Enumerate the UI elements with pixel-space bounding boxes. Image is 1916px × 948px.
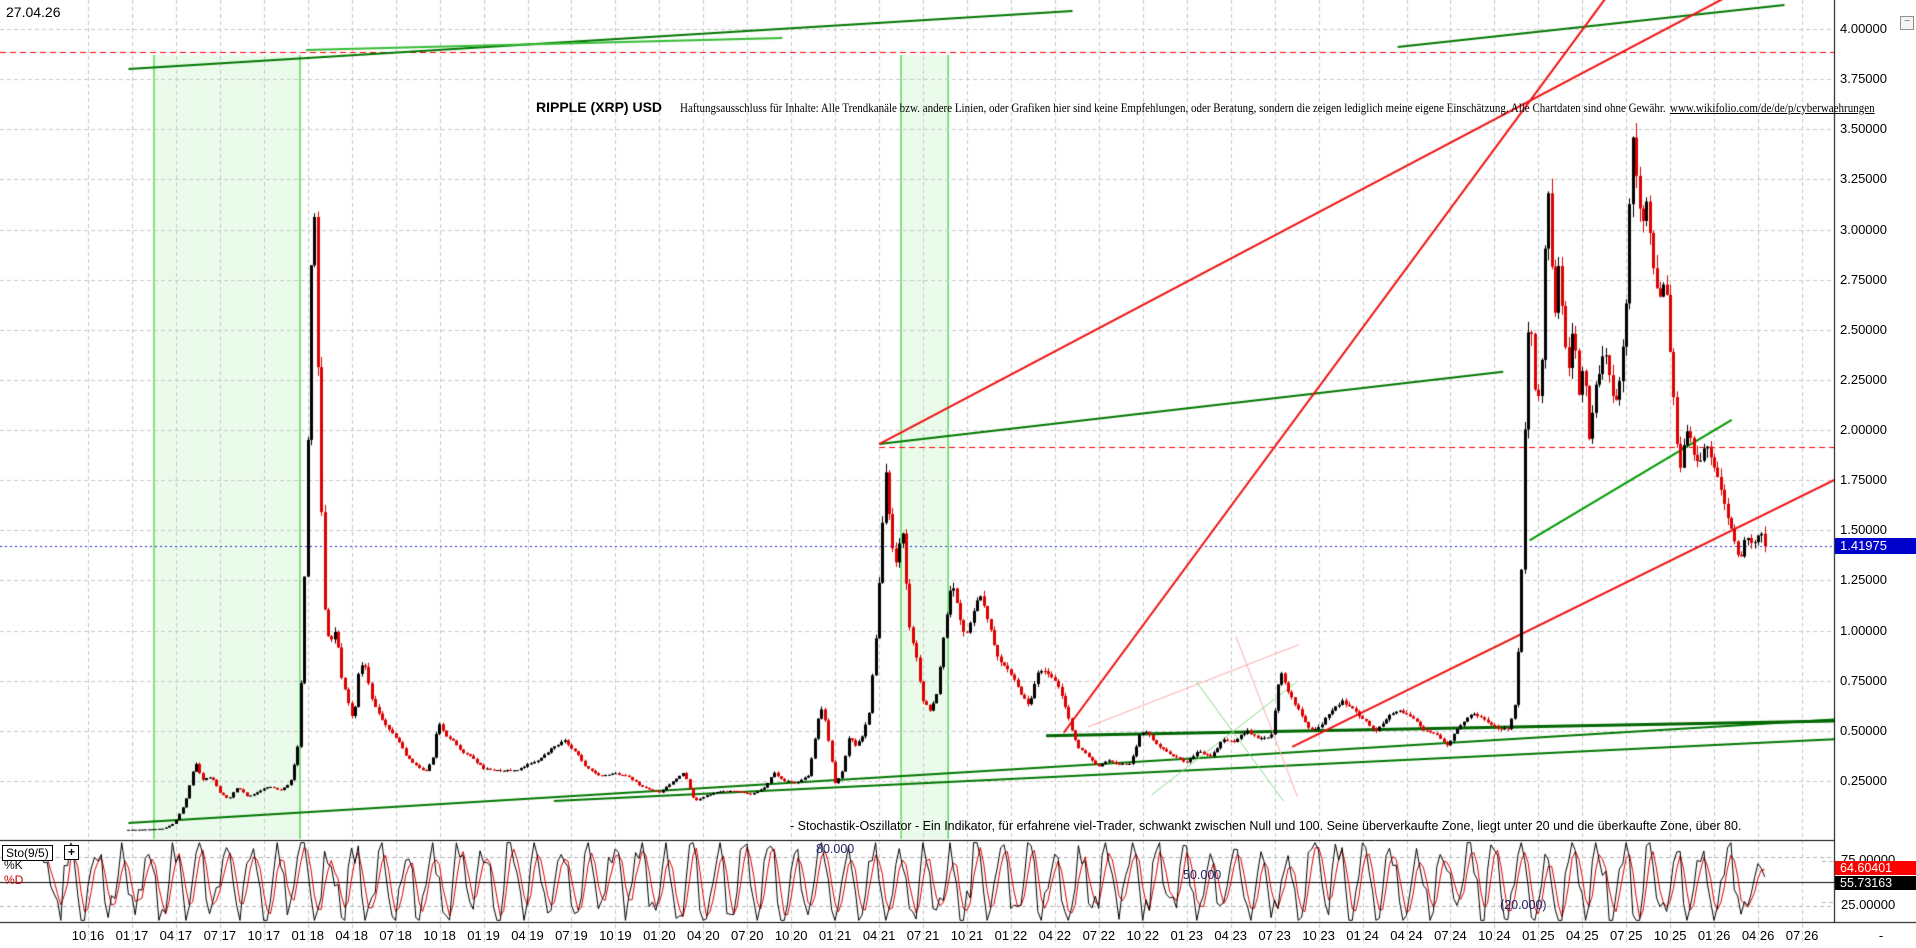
percent-k-label: %K <box>4 858 23 872</box>
price-axis-label: 0.50000 <box>1840 722 1887 738</box>
time-axis-label: 01 18 <box>291 928 325 943</box>
time-axis-label: 07 26 <box>1785 928 1819 943</box>
time-axis-label: 04 25 <box>1566 928 1599 943</box>
time-axis-label: 07 18 <box>379 928 412 943</box>
time-axis-label: 10 20 <box>774 928 808 943</box>
time-axis-label: 07 22 <box>1082 928 1116 943</box>
time-axis-label: 07 25 <box>1609 928 1643 943</box>
time-axis-label: 10 21 <box>950 928 984 943</box>
price-axis-label: 0.75000 <box>1840 672 1887 688</box>
time-axis-label: 10 17 <box>247 928 281 943</box>
percent-d-value-tag: 64.60401 <box>1835 861 1916 875</box>
time-axis-label: 04 21 <box>862 928 896 943</box>
time-axis-label: 01 26 <box>1697 928 1731 943</box>
price-axis-label: 1.50000 <box>1840 522 1887 538</box>
time-axis-label: 10 18 <box>423 928 456 943</box>
time-axis-label: 01 25 <box>1522 928 1555 943</box>
time-axis-label: 01 21 <box>818 928 852 943</box>
price-axis-label: 2.00000 <box>1840 422 1887 437</box>
chart-title: RIPPLE (XRP) USD <box>536 99 663 115</box>
time-axis-label: 01 20 <box>643 928 676 943</box>
price-axis-label: 2.50000 <box>1840 321 1887 337</box>
time-axis-label: 07 20 <box>730 928 764 943</box>
time-axis-label: 01 19 <box>467 928 500 943</box>
price-axis-label: 2.25000 <box>1840 371 1887 387</box>
price-axis-label: 3.00000 <box>1840 221 1887 237</box>
time-axis-label: 07 21 <box>906 928 940 943</box>
time-axis-label: 04 23 <box>1214 928 1247 943</box>
time-axis-label: 10 22 <box>1126 928 1160 943</box>
time-axis-label: 01 23 <box>1170 928 1204 943</box>
time-axis-label: 01 17 <box>115 928 149 943</box>
time-axis-label: 04 26 <box>1741 928 1775 943</box>
disclaimer-text: Haftungsausschluss für Inhalte: Alle Tre… <box>680 101 1666 115</box>
disclaimer-link[interactable]: www.wikifolio.com/de/de/p/cyberwaehrunge… <box>1670 101 1875 115</box>
add-indicator-icon[interactable]: + <box>64 845 79 860</box>
middle-level-label: 50.000 <box>1183 868 1222 882</box>
time-axis-label: 07 17 <box>203 928 237 943</box>
chart-date: 27.04.26 <box>6 4 61 20</box>
time-axis-label: 07 24 <box>1434 928 1467 943</box>
time-axis-label: 01 22 <box>994 928 1028 943</box>
time-axis-label: 04 22 <box>1038 928 1072 943</box>
price-axis-label: 3.75000 <box>1840 71 1887 87</box>
disclaimer: Haftungsausschluss für Inhalte: Alle Tre… <box>680 101 1875 116</box>
time-axis-label: 04 18 <box>335 928 368 943</box>
stochastic-description: - Stochastik-Oszillator - Ein Indikator,… <box>790 819 1742 833</box>
current-price-tag: 1.41975 <box>1835 538 1916 554</box>
time-axis-label: 10 24 <box>1478 928 1511 943</box>
time-axis-label: 04 24 <box>1390 928 1423 943</box>
time-axis-label: 01 24 <box>1346 928 1379 943</box>
oversold-level-label: (20.000) <box>1500 898 1547 912</box>
price-axis-label: 0.25000 <box>1840 772 1887 788</box>
time-axis-label: 10 25 <box>1653 928 1687 943</box>
overbought-level-label: 80.000 <box>816 842 855 856</box>
percent-k-value-tag: 55.73163 <box>1835 876 1916 890</box>
time-axis-overflow-label: - <box>1878 928 1884 943</box>
time-axis-label: 07 19 <box>555 928 588 943</box>
price-axis-label: 4.00000 <box>1840 21 1887 36</box>
collapse-icon[interactable]: − <box>1900 16 1914 30</box>
time-axis-label: 10 16 <box>71 928 105 943</box>
price-axis-label: 1.25000 <box>1840 572 1887 588</box>
time-axis-label: 04 19 <box>511 928 544 943</box>
title-row: RIPPLE (XRP) USD Haftungsausschluss für … <box>536 99 1916 116</box>
price-axis-label: 3.25000 <box>1840 171 1887 187</box>
price-axis-label: 1.00000 <box>1840 622 1887 638</box>
price-axis-label: 2.75000 <box>1840 271 1887 287</box>
time-axis-label: 10 23 <box>1302 928 1335 943</box>
oscillator-axis-label-25: 25.00000 <box>1841 897 1896 912</box>
time-axis-label: 10 19 <box>599 928 632 943</box>
stochastic-indicator-button[interactable]: Sto(9/5) <box>2 845 53 861</box>
time-axis-label: 04 20 <box>687 928 720 943</box>
time-axis-label: 07 23 <box>1258 928 1291 943</box>
price-axis-label: 3.50000 <box>1840 121 1887 137</box>
time-axis-label: 04 17 <box>159 928 193 943</box>
price-axis-label: 1.75000 <box>1840 472 1887 488</box>
percent-d-label: %D <box>4 873 24 887</box>
